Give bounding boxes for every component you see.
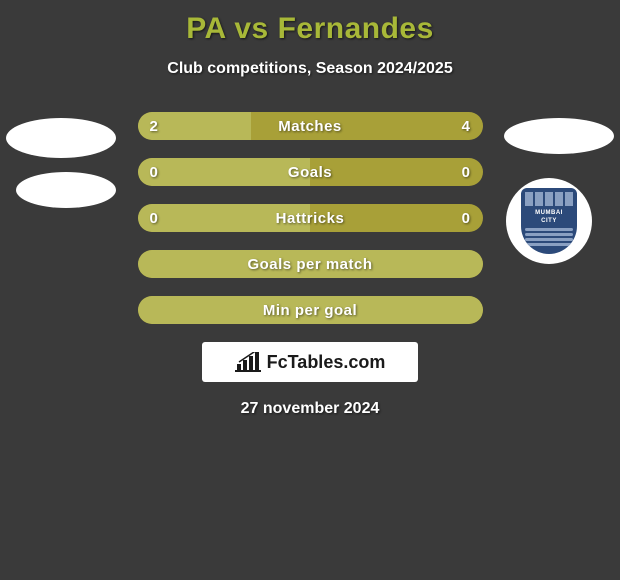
stat-row: Goals per match — [138, 250, 483, 278]
stat-label: Hattricks — [138, 204, 483, 232]
crest-waves — [525, 228, 573, 248]
stats-container: 24Matches 00Goals 00Hattricks Goals per mat… — [138, 112, 483, 324]
infographic: PA vs Fernandes Club competitions, Seaso… — [0, 0, 620, 580]
stat-label: Matches — [138, 112, 483, 140]
crest-battlements — [525, 192, 573, 206]
stat-label: Goals — [138, 158, 483, 186]
date-label: 27 november 2024 — [0, 400, 620, 418]
club-crest: MUMBAI CITY — [506, 178, 592, 264]
subtitle: Club competitions, Season 2024/2025 — [0, 60, 620, 78]
brand-chart-icon — [235, 352, 261, 372]
stat-row: Min per goal — [138, 296, 483, 324]
player-left-badge-2 — [16, 172, 116, 208]
crest-shield: MUMBAI CITY — [521, 188, 577, 254]
crest-text-2: CITY — [525, 218, 573, 224]
brand-text: FcTables.com — [267, 352, 386, 373]
stat-row: 00Hattricks — [138, 204, 483, 232]
stat-label: Goals per match — [138, 250, 483, 278]
stat-row: 24Matches — [138, 112, 483, 140]
brand-box: FcTables.com — [202, 342, 418, 382]
stat-row: 00Goals — [138, 158, 483, 186]
player-right-badge-1 — [504, 118, 614, 154]
player-left-badge-1 — [6, 118, 116, 158]
crest-text-1: MUMBAI — [525, 210, 573, 216]
page-title: PA vs Fernandes — [0, 12, 620, 46]
stat-label: Min per goal — [138, 296, 483, 324]
